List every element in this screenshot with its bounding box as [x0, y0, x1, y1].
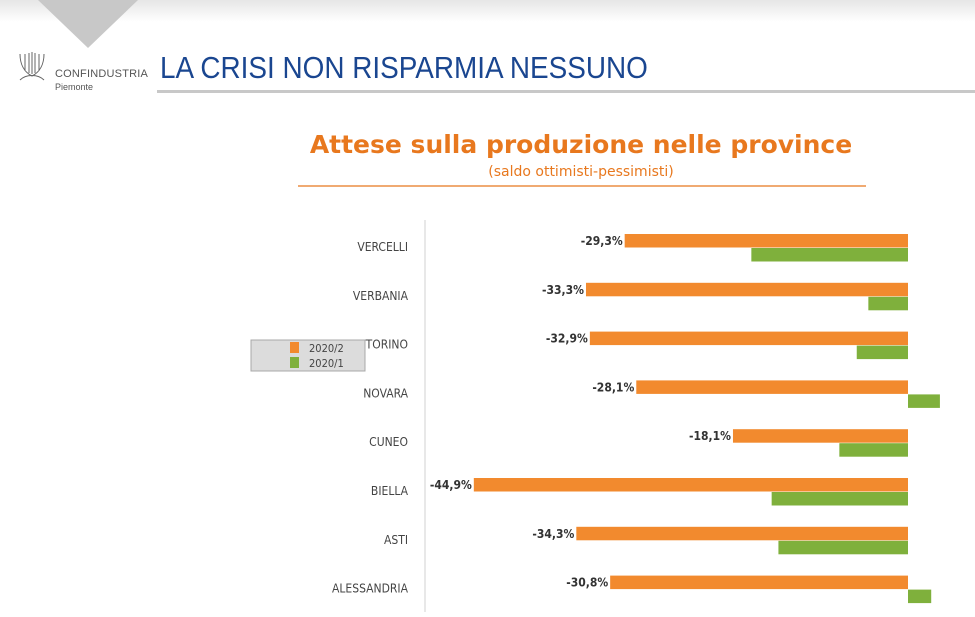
bar-2020-2-torino — [589, 331, 908, 346]
brand-name: CONFINDUSTRIA — [55, 68, 149, 80]
bar-2020-1-asti — [778, 540, 908, 555]
bar-2020-2-novara — [636, 380, 908, 394]
chart-subtitle: (saldo ottimisti-pessimisti) — [488, 164, 673, 180]
bar-2020-1-cuneo — [839, 443, 908, 457]
chart-title: Attese sulla produzione nelle province — [310, 130, 852, 159]
category-label: ALESSANDRIA — [332, 582, 409, 596]
data-label: -44,9% — [430, 478, 472, 492]
bar-2020-2-vercelli — [624, 234, 908, 248]
legend-swatch-2020-1 — [290, 357, 299, 368]
data-label: -32,9% — [546, 332, 588, 346]
bar-2020-1-biella — [771, 492, 908, 506]
category-label: ASTI — [384, 533, 408, 547]
page-title: LA CRISI NON RISPARMIA NESSUNO — [160, 50, 648, 85]
legend-label-2020-2: 2020/2 — [309, 342, 344, 355]
category-label: NOVARA — [363, 386, 408, 400]
header-divider — [157, 90, 975, 93]
bar-2020-2-asti — [576, 526, 908, 541]
bar-2020-2-alessandria — [610, 575, 908, 590]
data-label: -29,3% — [581, 234, 623, 248]
top-band — [0, 0, 975, 22]
bar-2020-2-verbania — [585, 282, 908, 297]
category-label: BIELLA — [371, 484, 409, 498]
data-label: -30,8% — [566, 576, 608, 590]
confindustria-logo — [19, 52, 45, 81]
decorative-triangle — [38, 0, 138, 48]
legend-swatch-2020-2 — [290, 342, 299, 353]
bar-2020-1-torino — [856, 345, 908, 360]
category-label: CUNEO — [369, 435, 408, 449]
bar-2020-2-cuneo — [732, 429, 908, 443]
category-label: VERCELLI — [357, 240, 408, 254]
category-label: VERBANIA — [353, 289, 409, 303]
legend-label-2020-1: 2020/1 — [309, 357, 344, 370]
data-label: -18,1% — [689, 429, 731, 443]
data-label: -33,3% — [542, 283, 584, 297]
bar-2020-1-verbania — [868, 296, 908, 311]
bar-2020-1-novara — [908, 394, 940, 408]
brand-subtitle: Piemonte — [55, 82, 94, 92]
data-label: -34,3% — [532, 527, 574, 541]
bar-2020-1-vercelli — [751, 248, 908, 262]
legend: 2020/2 2020/1 — [250, 339, 366, 372]
bar-2020-2-biella — [473, 478, 908, 492]
category-label: TORINO — [365, 338, 408, 352]
data-label: -28,1% — [592, 380, 634, 394]
bar-2020-1-alessandria — [908, 589, 932, 604]
